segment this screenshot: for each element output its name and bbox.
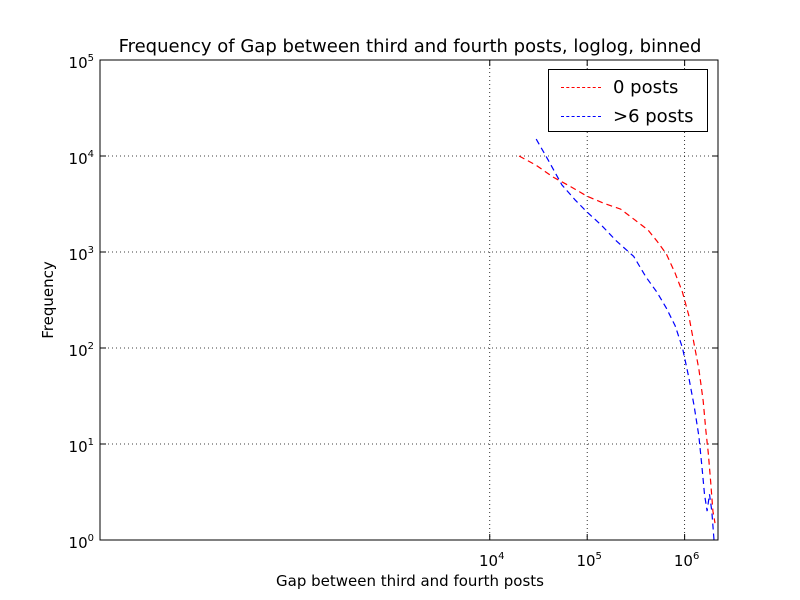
y-tick-label: 101 <box>69 437 94 456</box>
chart-title: Frequency of Gap between third and fourt… <box>118 36 702 57</box>
legend-item-0-posts: 0 posts <box>561 75 678 99</box>
legend-item-gt6-posts: >6 posts <box>561 104 694 128</box>
series-layer <box>518 138 716 541</box>
x-tick-label: 106 <box>674 551 699 570</box>
tick-layer: 100 101 102 103 104 105 104 105 106 <box>69 53 718 570</box>
y-axis-label: Frequency <box>39 261 57 339</box>
y-tick-label: 102 <box>69 341 94 360</box>
legend-swatch-red <box>561 86 601 88</box>
x-axis-label: Gap between third and fourth posts <box>276 572 544 590</box>
series-line-1 <box>535 138 715 541</box>
y-tick-label: 105 <box>69 53 94 72</box>
plot-area <box>100 60 718 540</box>
series-line-0 <box>518 155 716 524</box>
y-tick-label: 100 <box>69 533 94 552</box>
legend-label: 0 posts <box>613 76 679 98</box>
y-tick-label: 104 <box>69 149 94 168</box>
legend: 0 posts >6 posts <box>548 69 708 132</box>
legend-label: >6 posts <box>613 105 694 127</box>
plot-frame <box>99 59 719 541</box>
x-tick-label: 105 <box>576 551 601 570</box>
y-tick-label: 103 <box>69 245 94 264</box>
legend-swatch-blue <box>561 115 601 117</box>
x-tick-label: 104 <box>479 551 504 570</box>
